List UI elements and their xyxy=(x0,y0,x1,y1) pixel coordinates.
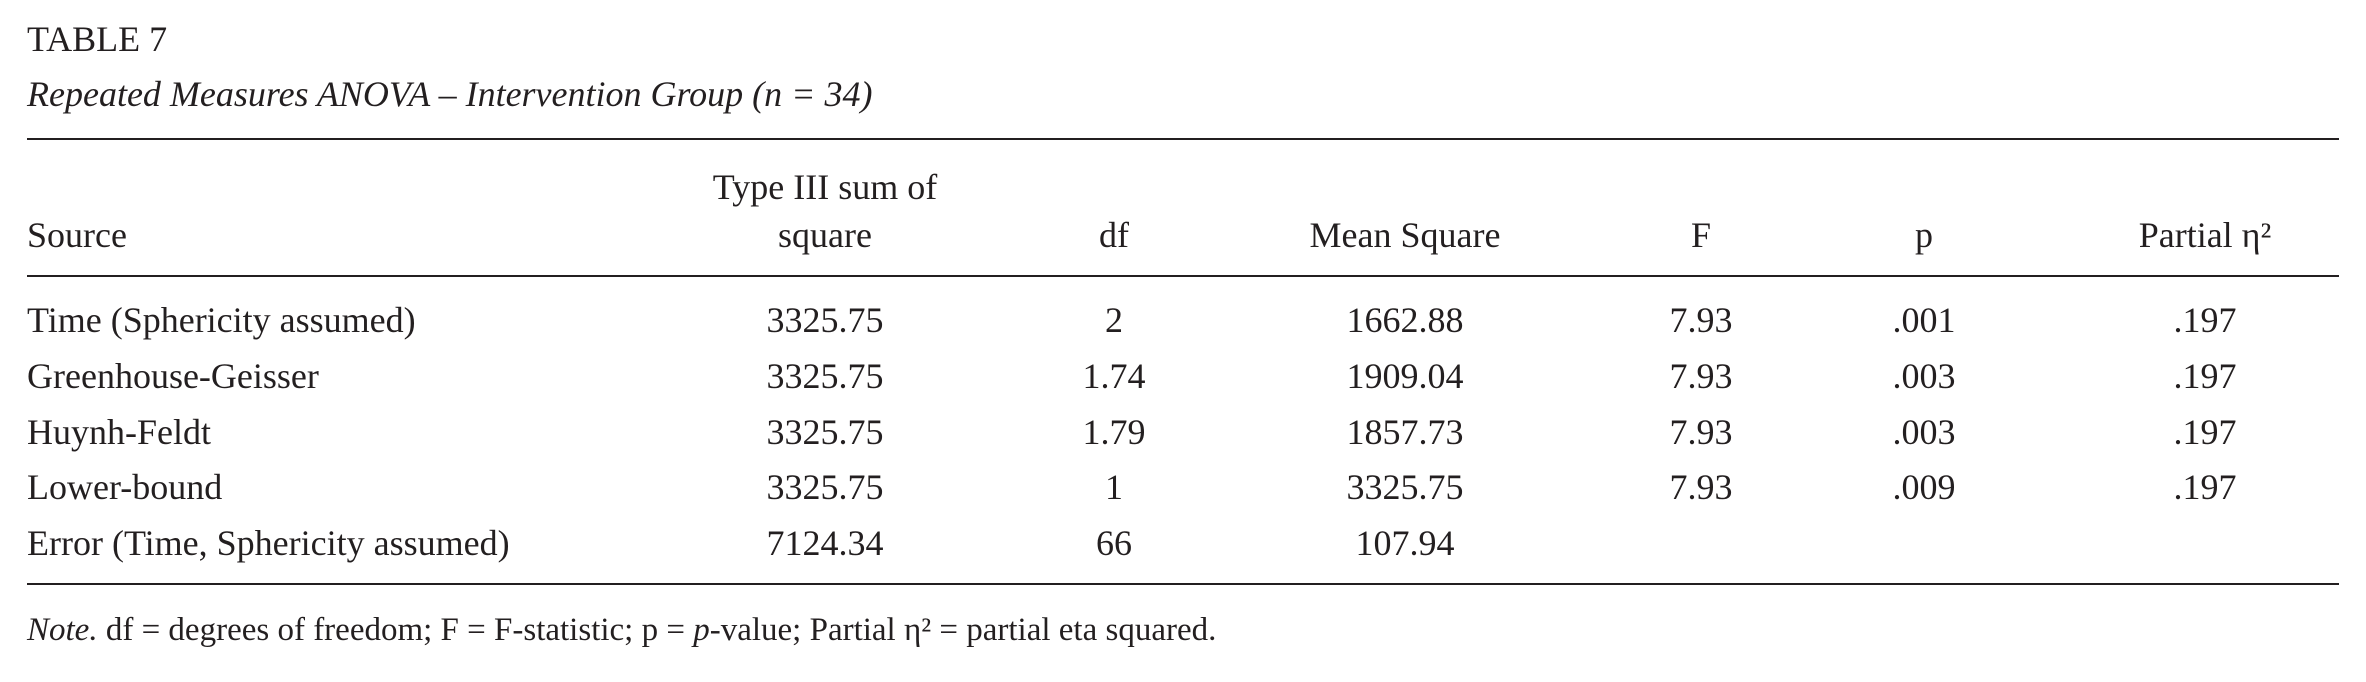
table-cell: 3325.75 xyxy=(766,412,884,452)
table-cell: 3325.75 xyxy=(766,356,884,396)
table-cell: 1857.73 xyxy=(1346,412,1464,452)
header-cell: df xyxy=(1099,215,1129,255)
table-cell: 1 xyxy=(1105,467,1123,507)
header-cell: F xyxy=(1690,215,1712,255)
header-cell: Partial η² xyxy=(2138,215,2272,255)
table-cell: .197 xyxy=(2173,300,2237,340)
table-cell: Time (Sphericity assumed) xyxy=(27,300,416,340)
note-text: p xyxy=(693,612,710,648)
table-cell: 3325.75 xyxy=(766,467,884,507)
header-rule xyxy=(27,275,2339,277)
table-cell: 1662.88 xyxy=(1346,300,1464,340)
table-note: Note. df = degrees of freedom; F = F-sta… xyxy=(27,612,1216,649)
table-cell: .197 xyxy=(2173,467,2237,507)
table-cell: .197 xyxy=(2173,412,2237,452)
table-caption: Repeated Measures ANOVA – Intervention G… xyxy=(27,74,873,114)
top-rule xyxy=(27,138,2339,140)
table-cell: 66 xyxy=(1096,523,1132,563)
table-cell: 3325.75 xyxy=(766,300,884,340)
note-text: -value; Partial η² = partial eta squared… xyxy=(709,612,1217,648)
table-cell: 7124.34 xyxy=(766,523,884,563)
table-cell: .003 xyxy=(1892,412,1956,452)
note-label: Note. xyxy=(27,612,98,648)
header-cell: Mean Square xyxy=(1309,215,1501,255)
table-cell: 107.94 xyxy=(1355,523,1455,563)
table-cell: .197 xyxy=(2173,356,2237,396)
bottom-rule xyxy=(27,583,2339,585)
table-cell: Error (Time, Sphericity assumed) xyxy=(27,523,510,563)
table-cell: .009 xyxy=(1892,467,1956,507)
header-cell: p xyxy=(1915,215,1933,255)
table-cell: 1.74 xyxy=(1082,356,1146,396)
note-text: df = degrees of freedom; F = F-statistic… xyxy=(97,612,694,648)
table-cell: 7.93 xyxy=(1669,412,1733,452)
table-cell: 7.93 xyxy=(1669,300,1733,340)
table-cell: 3325.75 xyxy=(1346,467,1464,507)
table-cell: .003 xyxy=(1892,356,1956,396)
table-title: TABLE 7 xyxy=(27,19,168,59)
table-cell: 1909.04 xyxy=(1346,356,1464,396)
header-cell: Source xyxy=(27,215,127,255)
table-cell: Greenhouse-Geisser xyxy=(27,356,319,396)
header-cell: Type III sum of square xyxy=(712,167,938,255)
table-cell: Huynh-Feldt xyxy=(27,412,211,452)
table-cell: 1.79 xyxy=(1082,412,1146,452)
table-cell: 7.93 xyxy=(1669,467,1733,507)
table-cell: Lower-bound xyxy=(27,467,223,507)
table-cell: .001 xyxy=(1892,300,1956,340)
table-cell: 7.93 xyxy=(1669,356,1733,396)
table-cell: 2 xyxy=(1105,300,1123,340)
